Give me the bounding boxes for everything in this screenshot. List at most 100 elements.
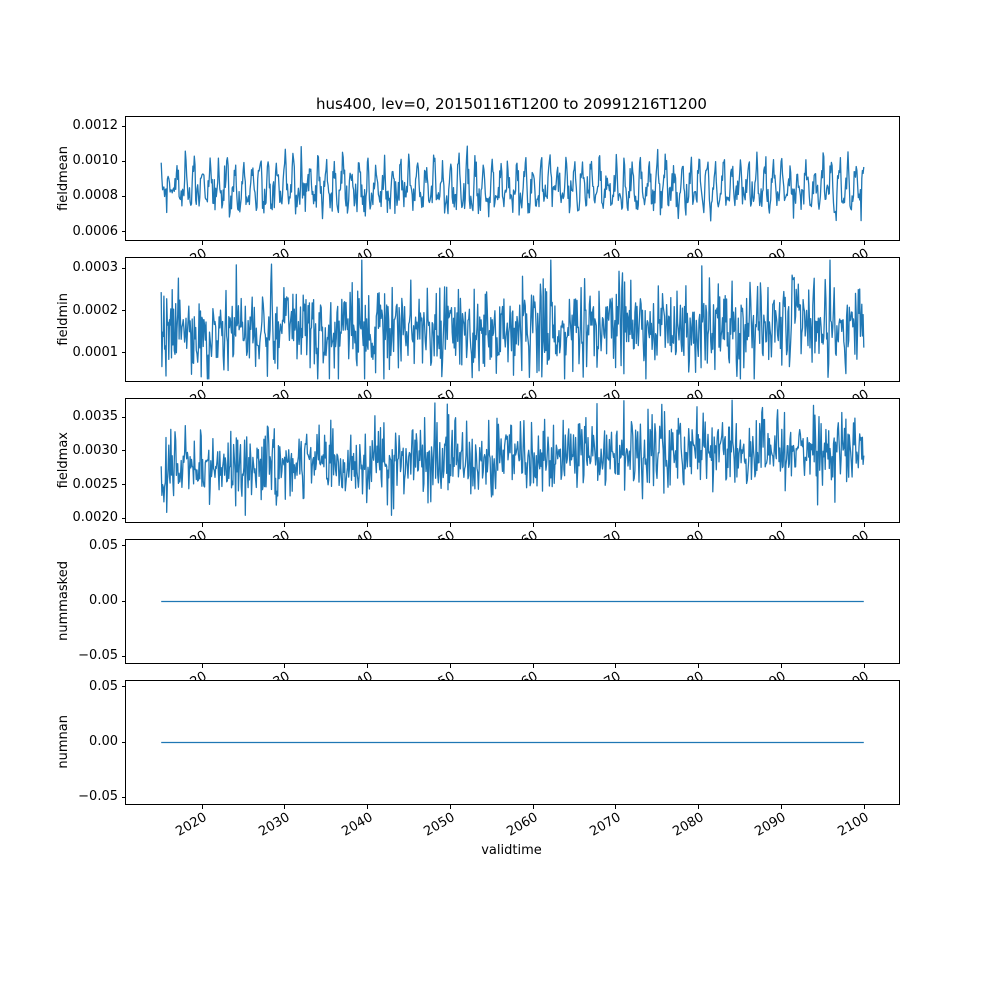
series-line-fieldmean	[160, 145, 865, 221]
plot-area-fieldmax	[160, 399, 865, 516]
xtick-mark	[698, 663, 700, 668]
xtick-mark	[449, 240, 451, 245]
xtick-mark	[863, 663, 865, 668]
ytick-label: 0.05	[89, 678, 118, 694]
xtick-mark	[201, 240, 203, 245]
ytick-mark	[122, 267, 126, 269]
xtick-mark	[284, 522, 286, 527]
ytick-label: 0.0012	[72, 118, 119, 134]
xtick-mark	[201, 804, 203, 809]
ytick-mark	[122, 655, 126, 657]
xtick-mark	[532, 663, 534, 668]
plot-area-fieldmin	[160, 258, 865, 380]
xtick-mark	[201, 381, 203, 386]
ytick-mark	[122, 517, 126, 519]
xtick-mark	[698, 381, 700, 386]
xtick-mark	[284, 240, 286, 245]
y-axis-label-text: fieldmax	[56, 431, 71, 489]
xtick-mark	[863, 381, 865, 386]
ytick-mark	[122, 796, 126, 798]
xtick-mark	[615, 804, 617, 809]
subplot-nummasked: −0.050.000.05202020302040205020602070208…	[56, 538, 900, 698]
ytick-mark	[122, 686, 126, 688]
xtick-label: 2060	[504, 809, 541, 840]
xtick-label: 2030	[256, 809, 293, 840]
ytick-mark	[122, 600, 126, 602]
plot-area-fieldmean	[160, 145, 865, 221]
plot-area-numnan	[161, 741, 864, 743]
xtick-mark	[615, 240, 617, 245]
xtick-mark	[367, 522, 369, 527]
xtick-mark	[698, 804, 700, 809]
xtick-mark	[367, 240, 369, 245]
xtick-label: 2050	[421, 809, 458, 840]
xtick-mark	[449, 522, 451, 527]
xtick-mark	[532, 240, 534, 245]
ytick-mark	[122, 231, 126, 233]
xtick-mark	[201, 522, 203, 527]
ytick-mark	[122, 450, 126, 452]
y-axis-label-fieldmin: fieldmin	[56, 258, 74, 381]
subplot-numnan: −0.05 0.00 0.05 2020 2030 2040 2050 2060 2070 208…	[56, 679, 900, 839]
ytick-label: 0.0030	[72, 442, 119, 458]
y-axis-label-fieldmax: fieldmax	[56, 399, 74, 522]
ytick-mark	[122, 160, 126, 162]
x-axis-label: validtime	[481, 843, 542, 858]
xtick-mark	[863, 522, 865, 527]
ytick-mark	[122, 416, 126, 418]
ytick-label: 0.00	[89, 593, 118, 608]
xtick-mark	[449, 663, 451, 668]
figure-title: hus400, lev=0, 20150116T1200 to 20991216…	[316, 95, 707, 113]
xtick-mark	[449, 381, 451, 386]
xtick-mark	[780, 663, 782, 668]
y-axis-label-nummasked: nummasked	[56, 540, 74, 663]
ytick-mark	[122, 741, 126, 743]
y-axis-label-text: numnan	[56, 715, 71, 769]
ytick-mark	[122, 125, 126, 127]
xtick-mark	[780, 240, 782, 245]
xtick-mark	[780, 804, 782, 809]
plot-area-nummasked	[161, 600, 864, 602]
xtick-label: 2090	[752, 809, 789, 840]
y-axis-label-text: nummasked	[56, 561, 71, 641]
ytick-label: 0.0006	[72, 223, 119, 239]
xtick-mark	[284, 663, 286, 668]
ytick-label: 0.0020	[72, 510, 119, 526]
y-axis-label-fieldmean: fieldmean	[56, 117, 74, 240]
ytick-label: 0.0008	[72, 188, 119, 204]
xtick-mark	[863, 240, 865, 245]
y-axis-label-text: fieldmean	[56, 145, 71, 211]
xtick-mark	[863, 804, 865, 809]
xtick-mark	[615, 381, 617, 386]
subplot-fieldmin: 0.00010.00020.00032020203020402050206020…	[56, 256, 900, 416]
xtick-mark	[367, 381, 369, 386]
xtick-mark	[367, 804, 369, 809]
ytick-label: 0.00	[89, 734, 118, 749]
xtick-mark	[698, 240, 700, 245]
subplot-fieldmax: 0.00200.00250.00300.00352020203020402050…	[56, 397, 900, 557]
series-line-fieldmin	[160, 258, 865, 380]
ytick-label: −0.05	[78, 648, 118, 664]
xtick-mark	[698, 522, 700, 527]
xtick-label: 2020	[173, 809, 210, 840]
ytick-label: 0.0025	[72, 476, 119, 492]
ytick-label: 0.0003	[72, 260, 119, 276]
ytick-mark	[122, 310, 126, 312]
xtick-mark	[780, 381, 782, 386]
xtick-mark	[780, 522, 782, 527]
xtick-mark	[532, 522, 534, 527]
y-axis-label-numnan: numnan	[56, 681, 74, 804]
xtick-mark	[615, 663, 617, 668]
xtick-mark	[201, 663, 203, 668]
xtick-label: 2100	[835, 809, 872, 840]
subplot-fieldmean: 0.00060.00080.00100.00122020203020402050…	[56, 115, 900, 275]
ytick-label: 0.0001	[72, 344, 119, 360]
ytick-label: 0.05	[89, 537, 118, 553]
ytick-label: 0.0035	[72, 409, 119, 425]
xtick-mark	[532, 804, 534, 809]
ytick-mark	[122, 545, 126, 547]
xtick-mark	[532, 381, 534, 386]
xtick-mark	[284, 381, 286, 386]
ytick-mark	[122, 352, 126, 354]
ytick-label: −0.05	[78, 789, 118, 805]
